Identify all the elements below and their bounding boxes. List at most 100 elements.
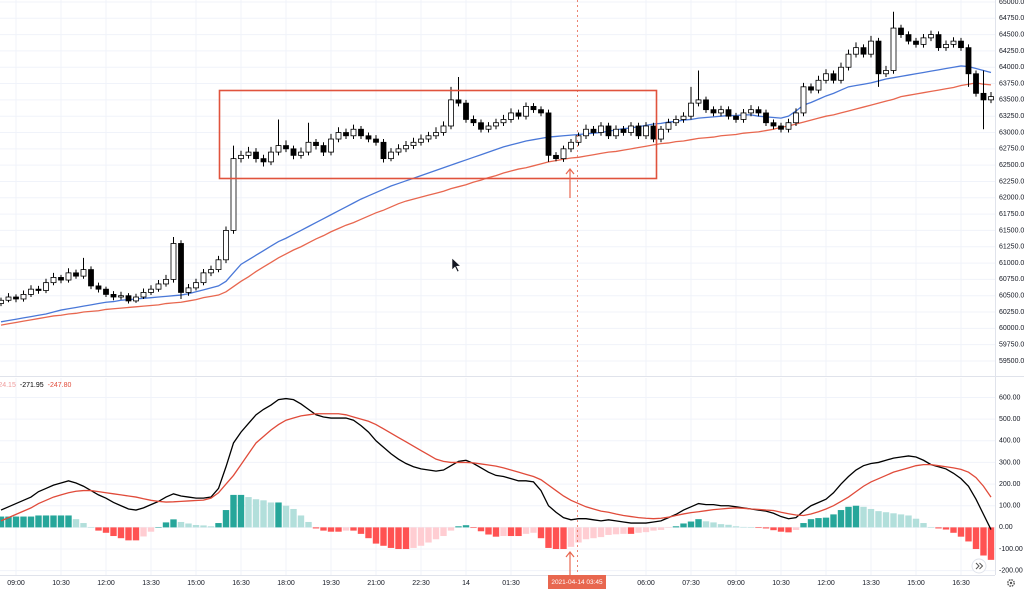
candle-body [988,96,994,101]
histogram-bar [972,527,980,550]
y-tick-label: 61000.00 [999,260,1024,267]
candle-body [688,102,694,117]
y-tick-label: 59750.00 [999,342,1024,349]
histogram-bar [687,521,695,528]
candle-body [808,86,814,91]
candle-body [185,287,192,293]
histogram-bar [170,519,177,528]
indicator-line [0,397,992,530]
candle-body [365,135,372,140]
candle-body [800,86,807,114]
histogram-bar [845,506,852,528]
candle-body [823,73,829,81]
candle-body [283,145,289,150]
x-tick-label: 09:00 [727,580,745,587]
x-tick-label: 10:30 [772,580,790,587]
histogram-bar [867,508,875,528]
histogram-bar [725,524,732,528]
candle-body [28,288,34,295]
histogram-bar [890,513,897,528]
histogram-bar [290,508,297,528]
candle-body [343,132,349,137]
histogram-bar [957,527,965,537]
candle-body [380,141,387,160]
histogram-bar [485,527,492,535]
histogram-bar [455,526,462,528]
histogram-bar [785,527,792,533]
histogram-bar [755,527,762,529]
histogram-bar [560,527,567,550]
histogram-bar [965,527,972,542]
histogram-bar [177,521,185,528]
y-tick-label: 500.00 [999,416,1021,423]
y-tick-label: 59500.00 [999,358,1024,365]
y-tick-label: 400.00 [999,438,1021,445]
x-tick-label: 18:00 [277,580,295,587]
histogram-bar [432,527,440,540]
histogram-bar [95,527,102,531]
candle-body [628,125,634,133]
histogram-bar [305,521,312,528]
candle-body [193,282,199,289]
candle-body [920,37,927,45]
histogram-bar [612,527,620,535]
histogram-bar [627,527,635,534]
y-tick-label: 63000.00 [999,129,1024,136]
histogram-bar [462,525,470,528]
y-tick-label: 60250.00 [999,309,1024,316]
candle-body [943,43,949,49]
histogram-bar [222,510,230,528]
histogram-bar [980,527,987,556]
candle-body [853,47,859,55]
y-tick-label: 200.00 [999,481,1021,488]
candle-body [725,109,732,117]
histogram-bar [327,527,335,532]
settings-button[interactable] [1007,579,1015,587]
candle-body [650,125,657,140]
histogram-bar [357,527,365,534]
candle-body [43,282,49,291]
histogram-bar [350,527,357,531]
y-tick-label: 62500.00 [999,162,1024,169]
candle-body [373,138,379,143]
histogram-bar [597,527,605,538]
histogram-bar [162,522,170,528]
candle-body [20,294,27,300]
histogram-bar [567,527,575,547]
histogram-bar [492,527,500,537]
histogram-bar [5,516,12,528]
candle-body [403,145,409,150]
candle-body [163,278,169,285]
histogram-bar [410,527,417,548]
histogram-bar [942,527,950,530]
histogram-bar [530,527,537,533]
histogram-bar [342,527,350,531]
histogram-bar [297,515,305,528]
candle-body [223,230,229,261]
candle-body [73,272,79,277]
histogram-bar [837,510,845,528]
candle-body [35,288,42,291]
histogram-bar [200,525,207,528]
candle-body [703,99,709,111]
histogram-bar [710,522,717,528]
candle-body [485,125,492,130]
histogram-bar [365,527,372,539]
scroll-button[interactable] [971,558,987,574]
histogram-bar [320,527,327,531]
histogram-bar [117,527,125,539]
histogram-bar [245,497,252,528]
histogram-bar [815,518,822,528]
histogram-bar [102,527,110,533]
mouse-cursor [451,257,462,273]
candle-body [875,40,882,75]
y-tick-label: 63750.00 [999,80,1024,87]
highlight-box [218,89,658,180]
indicator-line [0,413,992,522]
x-tick-label: 13:30 [142,580,160,587]
candle-body [298,151,304,156]
y-tick-label: 63500.00 [999,97,1024,104]
candle-body [125,295,132,302]
histogram-bar [50,515,57,528]
